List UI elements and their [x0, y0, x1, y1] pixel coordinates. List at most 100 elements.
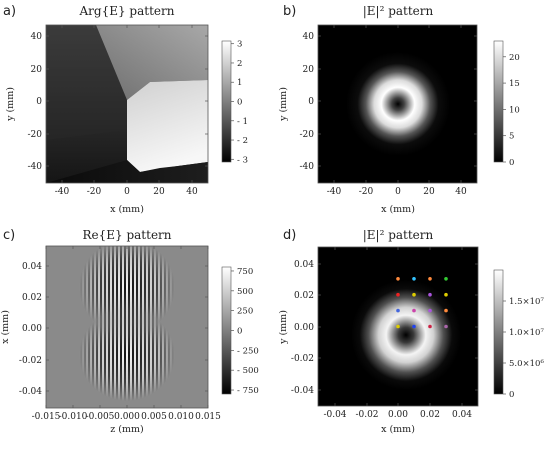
- y-axis-label: x (mm): [0, 310, 11, 344]
- colorbar-tick-label: 1: [237, 78, 242, 88]
- colorbar-tick-label: 500: [237, 287, 253, 297]
- y-tick-label: -20: [28, 130, 43, 140]
- x-tick-label: -0.015: [32, 412, 61, 422]
- x-tick-label: -40: [327, 187, 342, 197]
- colorbar-tick-label: 3: [237, 40, 242, 50]
- colorbar-tick-label: 1.5×10⁷: [509, 297, 544, 307]
- marker-point: [412, 324, 416, 329]
- x-tick-label: 0.00: [388, 410, 408, 420]
- x-tick-label: 0.015: [195, 412, 221, 422]
- marker-point: [412, 292, 416, 297]
- colorbar-tick-label: 15: [509, 79, 520, 89]
- colorbar-tick-label: - 500: [237, 366, 259, 376]
- colorbar-tick-label: 0: [509, 390, 514, 400]
- x-axis-label: x (mm): [381, 424, 415, 435]
- title-b: |E|² pattern: [363, 4, 434, 18]
- x-tick-label: 0.02: [420, 410, 440, 420]
- title-c: Re{E} pattern: [82, 228, 171, 242]
- colorbar-tick-label: - 250: [237, 346, 259, 356]
- y-tick-label: 20: [31, 65, 43, 75]
- colorbar-tick-label: 0: [509, 158, 514, 168]
- x-axis-label: x (mm): [110, 204, 144, 215]
- y-tick-label: 0.00: [22, 324, 42, 334]
- x-tick-label: 0: [124, 187, 130, 197]
- marker-point: [412, 308, 416, 313]
- colorbar-tick-label: 250: [237, 307, 253, 317]
- colorbar-tick-label: 750: [237, 267, 253, 277]
- x-tick-label: 0.005: [141, 412, 167, 422]
- marker-point: [412, 277, 416, 281]
- x-tick-label: 20: [423, 187, 435, 197]
- y-tick-label: 0.00: [294, 323, 314, 333]
- y-tick-label: 40: [303, 32, 315, 42]
- marker-point: [396, 324, 400, 329]
- y-tick-label: -0.02: [19, 356, 42, 366]
- colorbar-tick-label: 5.0×10⁶: [509, 359, 544, 369]
- title-d: |E|² pattern: [363, 228, 434, 242]
- intensity-ring-b: [346, 52, 450, 156]
- y-tick-label: 0: [36, 97, 42, 107]
- x-tick-label: -20: [87, 187, 102, 197]
- heatmap-a: [46, 25, 208, 183]
- marker-point: [396, 308, 400, 313]
- panel-label-d: d): [283, 228, 296, 243]
- colorbar-a: [221, 40, 232, 163]
- frame-b: [317, 24, 478, 184]
- colorbar-c: [221, 266, 232, 395]
- x-tick-label: -20: [359, 187, 374, 197]
- marker-point: [444, 324, 448, 329]
- marker-point: [444, 308, 448, 313]
- panel-label-c: c): [3, 228, 15, 243]
- colorbar-d: [493, 269, 504, 395]
- marker-point: [428, 292, 432, 297]
- x-tick-label: 0: [395, 187, 401, 197]
- marker-point: [444, 292, 448, 297]
- intensity-ring-d: [351, 280, 461, 390]
- x-axis-label: x (mm): [381, 204, 415, 215]
- y-tick-label: -0.04: [291, 386, 314, 396]
- x-tick-label: -0.010: [59, 412, 88, 422]
- x-tick-label: 0.000: [114, 412, 140, 422]
- colorbar-b: [493, 40, 504, 163]
- colorbar-tick-label: 1.0×10⁷: [509, 328, 544, 338]
- y-tick-label: 0: [308, 97, 314, 107]
- y-axis-label: y (mm): [278, 87, 289, 122]
- x-axis-label: z (mm): [110, 424, 143, 435]
- x-tick-label: -0.005: [86, 412, 115, 422]
- x-tick-label: -0.04: [323, 410, 346, 420]
- colorbar-tick-label: 5: [509, 132, 514, 142]
- title-a: Arg{E} pattern: [79, 4, 175, 18]
- y-axis-label: y (mm): [278, 310, 289, 345]
- x-tick-label: 0.010: [168, 412, 194, 422]
- x-tick-label: -0.02: [355, 410, 378, 420]
- x-tick-label: 0.04: [452, 410, 472, 420]
- colorbar-tick-label: 10: [509, 105, 520, 115]
- marker-point: [428, 308, 432, 313]
- x-tick-label: -40: [55, 187, 70, 197]
- y-tick-label: 0.04: [22, 262, 42, 272]
- colorbar-tick-label: - 2: [237, 136, 248, 146]
- x-tick-label: 40: [455, 187, 467, 197]
- marker-point: [396, 292, 400, 297]
- colorbar-tick-label: - 3: [237, 155, 248, 165]
- y-tick-label: -20: [300, 130, 315, 140]
- y-axis-label: y (mm): [5, 87, 16, 122]
- x-tick-label: 40: [186, 187, 198, 197]
- marker-point: [428, 324, 432, 329]
- colorbar-tick-label: 0: [237, 98, 242, 108]
- marker-point: [396, 277, 400, 281]
- y-tick-label: -0.04: [19, 387, 42, 397]
- colorbar-tick-label: - 750: [237, 386, 259, 396]
- marker-point: [428, 277, 432, 281]
- marker-point: [444, 277, 448, 281]
- panel-label-a: a): [3, 4, 16, 19]
- colorbar-tick-label: 0: [237, 327, 242, 337]
- heatmap-c: [46, 246, 208, 408]
- y-tick-label: 20: [303, 65, 315, 75]
- y-tick-label: -0.02: [291, 354, 314, 364]
- colorbar-tick-label: 20: [509, 53, 520, 63]
- y-tick-label: 0.02: [294, 291, 314, 301]
- colorbar-tick-label: - 1: [237, 117, 248, 127]
- y-tick-label: -40: [300, 162, 315, 172]
